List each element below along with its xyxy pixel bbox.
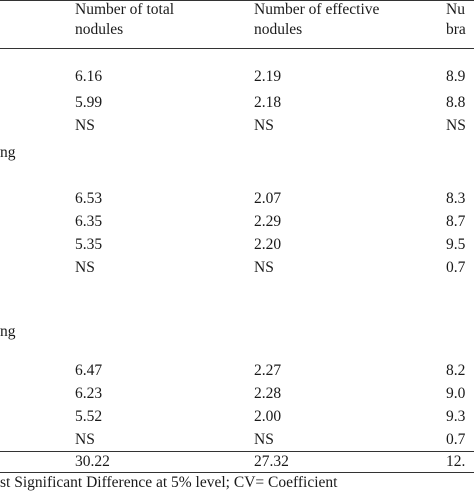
cell-branches: 9.3 [446,408,466,425]
cell-branches: 8.8 [446,94,466,111]
table-top-rule [0,0,474,1]
section-label: ng [0,323,16,340]
cell-branches: NS [446,117,466,134]
cell-effective-nodules: 2.29 [254,213,282,230]
header-total-nodules-line2: nodules [75,21,124,38]
cell-branches: 8.2 [446,362,466,379]
cell-effective-nodules: 2.20 [254,236,282,253]
cell-branches: 0.7 [446,259,466,276]
cv-top-rule [0,451,474,452]
cell-effective-nodules: 2.18 [254,94,282,111]
cell-branches: 0.7 [446,431,466,448]
cell-effective-nodules: 2.07 [254,190,282,207]
cell-effective-nodules: 2.27 [254,362,282,379]
cell-branches: 9.5 [446,236,466,253]
cv-branches: 12. [446,453,466,470]
cell-effective-nodules: 2.28 [254,385,282,402]
cell-effective-nodules: NS [254,431,274,448]
cell-total-nodules: NS [75,431,95,448]
cell-effective-nodules: NS [254,117,274,134]
cell-total-nodules: 6.23 [75,385,103,402]
section-label: ng [0,144,16,161]
cell-total-nodules: 5.99 [75,94,103,111]
cell-branches: 8.9 [446,68,466,85]
table-bottom-rule [0,472,474,473]
table-footnote: st Significant Difference at 5% level; C… [0,474,338,491]
header-effective-nodules-line2: nodules [254,21,303,38]
cell-total-nodules: 6.53 [75,190,103,207]
cell-effective-nodules: 2.19 [254,68,282,85]
cv-total-nodules: 30.22 [75,453,110,470]
cell-total-nodules: 6.47 [75,362,103,379]
cell-effective-nodules: NS [254,259,274,276]
cell-total-nodules: 5.52 [75,408,103,425]
header-effective-nodules-line1: Number of effective [254,1,380,18]
cell-total-nodules: NS [75,117,95,134]
cell-total-nodules: 6.16 [75,68,103,85]
cell-branches: 9.0 [446,385,466,402]
cv-effective-nodules: 27.32 [254,453,289,470]
cell-effective-nodules: 2.00 [254,408,282,425]
header-total-nodules-line1: Number of total [75,1,175,18]
header-branches-line2: bra [446,21,466,38]
cell-total-nodules: NS [75,259,95,276]
cell-total-nodules: 6.35 [75,213,103,230]
header-rule [0,48,474,49]
header-branches-line1: Nu [446,1,465,18]
cell-total-nodules: 5.35 [75,236,103,253]
cell-branches: 8.7 [446,213,466,230]
cell-branches: 8.3 [446,190,466,207]
